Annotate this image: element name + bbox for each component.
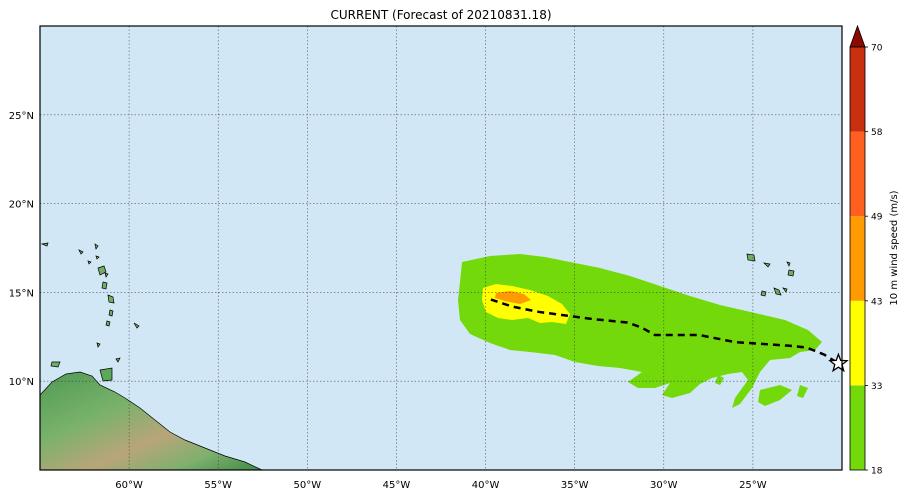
longitude-tick-label: 25°W [739, 480, 767, 491]
longitude-tick-label: 40°W [472, 480, 500, 491]
map-grid [40, 26, 842, 470]
longitude-tick-label: 30°W [650, 480, 678, 491]
colorbar-segment [850, 47, 865, 132]
colorbar-label: 10 m wind speed (m/s) [889, 190, 900, 305]
wind-swath-orange [495, 291, 531, 304]
storm-track-line [490, 298, 840, 365]
longitude-axis: 60°W 55°W 50°W 45°W 40°W 35°W 30°W 25°W [115, 480, 767, 491]
colorbar-segment [850, 385, 865, 470]
map-title: CURRENT (Forecast of 20210831.18) [330, 8, 552, 22]
colorbar-segment [850, 300, 865, 386]
colorbar-extend-triangle [849, 24, 866, 48]
colorbar-tick-label: 49 [871, 213, 883, 223]
latitude-tick-label: 25°N [9, 111, 34, 122]
island-trinidad [99, 367, 113, 382]
colorbar-segment [850, 131, 865, 217]
wind-swath-green-fragment [797, 385, 808, 398]
colorbar-tick-label: 43 [871, 297, 882, 307]
map-frame [39, 25, 843, 471]
wind-swath-green-fragment [758, 385, 792, 406]
landmass-south-america [40, 371, 263, 470]
current-position-star-icon [828, 352, 849, 373]
colorbar-frame [849, 46, 866, 471]
colorbar-tick-label: 33 [871, 382, 882, 392]
latitude-axis: 10°N 15°N 20°N 25°N [9, 111, 34, 388]
lesser-antilles-islands [40, 242, 140, 368]
wind-swath-green-fragment [715, 375, 724, 385]
colorbar-tick-label: 70 [871, 44, 883, 54]
ocean-background [40, 26, 842, 470]
colorbar-tick-label: 18 [871, 467, 883, 477]
colorbar-tick-label: 58 [871, 128, 883, 138]
longitude-tick-label: 45°W [383, 480, 411, 491]
longitude-tick-label: 50°W [294, 480, 322, 491]
colorbar: 18 33 43 49 58 70 [849, 24, 883, 477]
latitude-tick-label: 10°N [9, 377, 34, 388]
longitude-tick-label: 60°W [115, 480, 143, 491]
longitude-tick-label: 55°W [204, 480, 232, 491]
latitude-tick-label: 15°N [9, 288, 34, 299]
latitude-tick-label: 20°N [9, 200, 34, 211]
longitude-tick-label: 35°W [561, 480, 589, 491]
colorbar-segment [850, 216, 865, 301]
